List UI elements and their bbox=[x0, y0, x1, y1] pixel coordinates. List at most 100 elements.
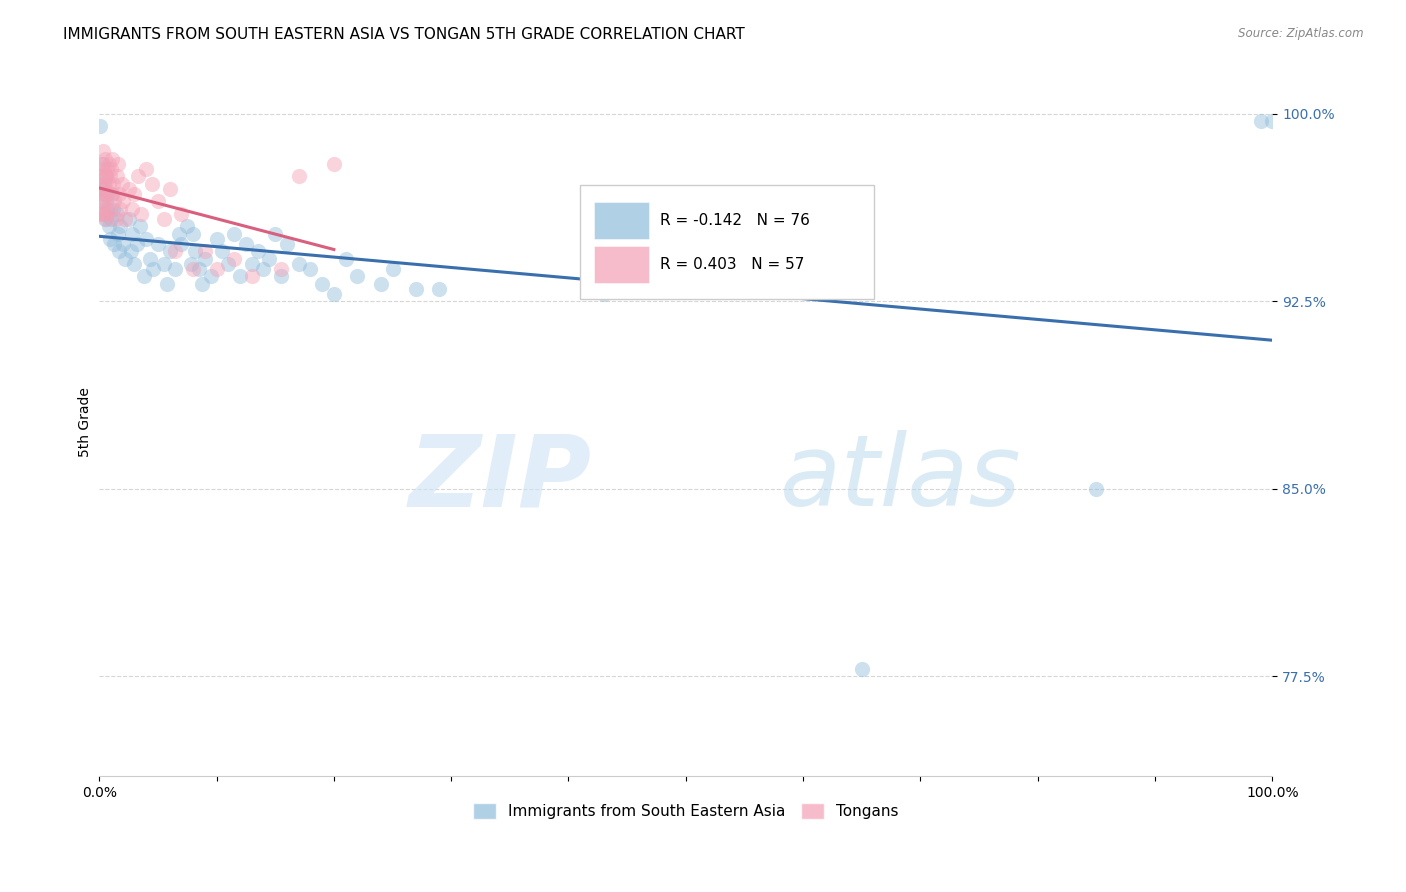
Point bbox=[100, 186, 122, 201]
Point bbox=[96, 194, 118, 208]
Text: ZIP: ZIP bbox=[409, 431, 592, 527]
Point bbox=[94, 206, 117, 220]
Point bbox=[180, 256, 202, 270]
Point bbox=[94, 186, 117, 201]
Point bbox=[98, 202, 121, 216]
Point bbox=[127, 169, 149, 183]
Point bbox=[96, 161, 118, 176]
Point bbox=[98, 231, 121, 245]
Point bbox=[270, 261, 292, 276]
Point bbox=[135, 231, 157, 245]
Point bbox=[276, 236, 298, 251]
Point bbox=[429, 282, 451, 296]
Point bbox=[96, 169, 118, 183]
Point bbox=[96, 211, 118, 226]
Point bbox=[111, 194, 134, 208]
Point bbox=[103, 194, 125, 208]
Point bbox=[165, 244, 187, 258]
Point bbox=[240, 268, 263, 283]
Point bbox=[299, 261, 322, 276]
Point bbox=[110, 202, 132, 216]
Point bbox=[205, 231, 228, 245]
Point bbox=[246, 244, 269, 258]
Point bbox=[131, 206, 153, 220]
Point bbox=[93, 161, 115, 176]
Point bbox=[405, 282, 427, 296]
Point bbox=[146, 236, 169, 251]
Point bbox=[96, 202, 118, 216]
Point bbox=[181, 261, 204, 276]
Text: R = 0.403   N = 57: R = 0.403 N = 57 bbox=[659, 257, 804, 272]
Point bbox=[181, 227, 204, 241]
Point bbox=[91, 186, 114, 201]
Point bbox=[165, 261, 187, 276]
Point bbox=[184, 244, 207, 258]
Point bbox=[117, 211, 139, 226]
Point bbox=[370, 277, 392, 291]
Point bbox=[191, 277, 214, 291]
Point bbox=[335, 252, 357, 266]
Point bbox=[94, 152, 117, 166]
Point bbox=[100, 161, 122, 176]
Legend: Immigrants from South Eastern Asia, Tongans: Immigrants from South Eastern Asia, Tong… bbox=[467, 797, 904, 825]
Point bbox=[114, 252, 136, 266]
Point bbox=[200, 268, 222, 283]
Point bbox=[224, 252, 246, 266]
Point bbox=[170, 206, 193, 220]
FancyBboxPatch shape bbox=[595, 246, 650, 283]
Point bbox=[97, 156, 120, 170]
Point bbox=[159, 181, 181, 195]
Point bbox=[270, 268, 292, 283]
Point bbox=[91, 144, 114, 158]
Point bbox=[235, 236, 257, 251]
Point bbox=[152, 211, 174, 226]
Point bbox=[94, 211, 117, 226]
Point bbox=[129, 219, 152, 233]
Point bbox=[100, 211, 122, 226]
Point bbox=[211, 244, 233, 258]
Point bbox=[1261, 114, 1284, 128]
FancyBboxPatch shape bbox=[595, 202, 650, 239]
Point bbox=[152, 256, 174, 270]
Point bbox=[224, 227, 246, 241]
Point bbox=[1250, 114, 1272, 128]
Point bbox=[90, 194, 112, 208]
Point bbox=[124, 256, 146, 270]
Point bbox=[90, 181, 112, 195]
Point bbox=[311, 277, 333, 291]
Point bbox=[105, 206, 128, 220]
Point bbox=[96, 206, 118, 220]
Point bbox=[264, 227, 287, 241]
Point bbox=[138, 252, 160, 266]
Point bbox=[98, 169, 121, 183]
Point bbox=[229, 268, 252, 283]
Point bbox=[107, 156, 129, 170]
Point bbox=[120, 244, 142, 258]
Point bbox=[187, 261, 209, 276]
Point bbox=[111, 236, 134, 251]
Point bbox=[97, 177, 120, 191]
Point bbox=[117, 181, 139, 195]
Point bbox=[205, 261, 228, 276]
Point bbox=[851, 662, 873, 676]
Text: IMMIGRANTS FROM SOUTH EASTERN ASIA VS TONGAN 5TH GRADE CORRELATION CHART: IMMIGRANTS FROM SOUTH EASTERN ASIA VS TO… bbox=[63, 27, 745, 42]
Point bbox=[114, 211, 136, 226]
Point bbox=[89, 169, 111, 183]
Point bbox=[93, 177, 115, 191]
Point bbox=[252, 261, 274, 276]
Point bbox=[89, 206, 111, 220]
Point bbox=[381, 261, 404, 276]
Point bbox=[96, 169, 118, 183]
Point bbox=[322, 286, 344, 301]
Point bbox=[156, 277, 179, 291]
Point bbox=[105, 169, 128, 183]
Text: Source: ZipAtlas.com: Source: ZipAtlas.com bbox=[1239, 27, 1364, 40]
Point bbox=[110, 219, 132, 233]
Point bbox=[146, 194, 169, 208]
Point bbox=[217, 256, 239, 270]
Point bbox=[124, 186, 146, 201]
Point bbox=[110, 177, 132, 191]
Point bbox=[142, 261, 165, 276]
Point bbox=[97, 219, 120, 233]
Point bbox=[93, 202, 115, 216]
